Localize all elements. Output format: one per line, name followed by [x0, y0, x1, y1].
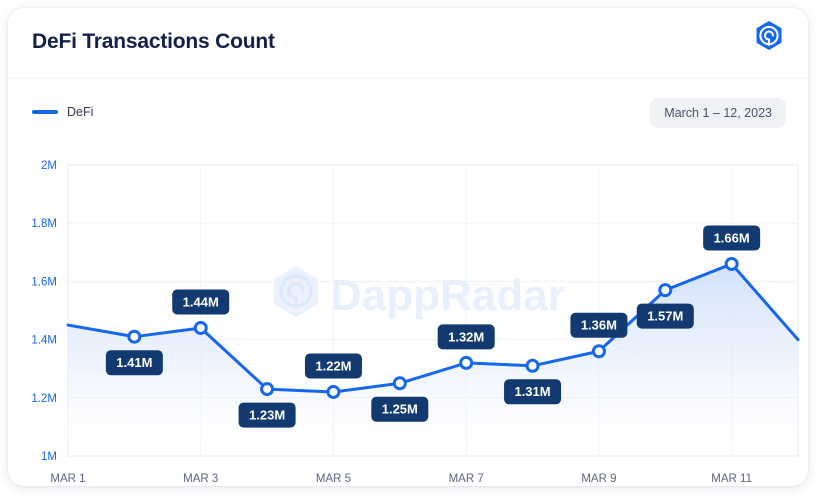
data-point[interactable] [260, 382, 275, 397]
y-axis-tick-label: 1M [41, 451, 57, 463]
y-axis-tick-label: 2M [41, 160, 57, 172]
y-axis-tick-label: 1.8M [31, 218, 57, 230]
data-point[interactable] [525, 358, 540, 373]
data-point[interactable] [658, 283, 673, 298]
legend-swatch-defi [32, 110, 58, 114]
data-point[interactable] [591, 344, 606, 359]
data-point-label: 1.22M [304, 353, 362, 379]
svg-text:1.25M: 1.25M [382, 402, 418, 417]
data-point[interactable] [392, 376, 407, 391]
svg-text:DappRadar: DappRadar [330, 271, 565, 320]
data-point[interactable] [193, 320, 208, 335]
svg-text:1.32M: 1.32M [448, 329, 484, 344]
data-point-label: 1.36M [570, 312, 628, 338]
svg-text:1.22M: 1.22M [315, 358, 351, 373]
chart-series-line [66, 262, 800, 394]
chart-data-points [127, 256, 739, 399]
y-axis-tick-label: 1.4M [31, 335, 57, 347]
x-axis-tick-label: MAR 11 [711, 473, 752, 485]
legend-label-defi: DeFi [67, 105, 94, 119]
svg-text:1.31M: 1.31M [514, 384, 550, 399]
x-axis-tick-label: MAR 9 [581, 473, 616, 485]
svg-text:1.41M: 1.41M [116, 355, 152, 370]
data-point[interactable] [724, 256, 739, 271]
x-axis-tick-label: MAR 1 [50, 473, 85, 485]
svg-text:1.23M: 1.23M [249, 408, 285, 423]
data-point-label: 1.41M [105, 350, 163, 376]
data-point[interactable] [326, 384, 341, 399]
svg-text:1.36M: 1.36M [581, 318, 617, 333]
x-axis-tick-label: MAR 5 [316, 473, 351, 485]
svg-text:1.66M: 1.66M [714, 230, 750, 245]
data-point-label: 1.66M [703, 225, 761, 251]
svg-text:1.57M: 1.57M [647, 309, 683, 324]
chart-card: DeFi Transactions Count DeFi March 1 – 1… [8, 8, 808, 486]
chart-data-labels: 1.41M 1.44M 1.23M 1.22M 1.25M 1.32M 1.31M 1.36M… [105, 225, 761, 428]
dappradar-hexagon-logo-icon [746, 16, 792, 62]
data-point-label: 1.25M [371, 396, 429, 422]
x-axis-tick-label: MAR 7 [449, 473, 484, 485]
page-title: DeFi Transactions Count [32, 30, 275, 53]
chart-x-axis-labels: MAR 1 MAR 3 MAR 5 MAR 7 MAR 9 MAR 11 [50, 473, 752, 485]
data-point-label: 1.44M [172, 289, 230, 315]
chart-legend: DeFi [32, 103, 93, 121]
card-header: DeFi Transactions Count [8, 8, 808, 79]
dappradar-watermark-icon: DappRadar [274, 266, 565, 320]
date-range-badge[interactable]: March 1 – 12, 2023 [650, 98, 786, 128]
data-point[interactable] [127, 329, 142, 344]
y-axis-tick-label: 1.2M [31, 393, 57, 405]
data-point[interactable] [459, 355, 474, 370]
data-point-label: 1.32M [437, 324, 495, 350]
svg-text:1.44M: 1.44M [183, 294, 219, 309]
data-point-label: 1.23M [238, 402, 296, 428]
chart-plot-area: DappRadar 1M 1.2M 1.4M 1.6M 1.8M 2M MAR 1 MAR … [8, 138, 808, 486]
data-point-label: 1.57M [636, 303, 694, 329]
x-axis-tick-label: MAR 3 [183, 473, 218, 485]
y-axis-tick-label: 1.6M [31, 276, 57, 288]
chart-y-axis-labels: 1M 1.2M 1.4M 1.6M 1.8M 2M [31, 160, 57, 463]
data-point-label: 1.31M [504, 379, 562, 405]
